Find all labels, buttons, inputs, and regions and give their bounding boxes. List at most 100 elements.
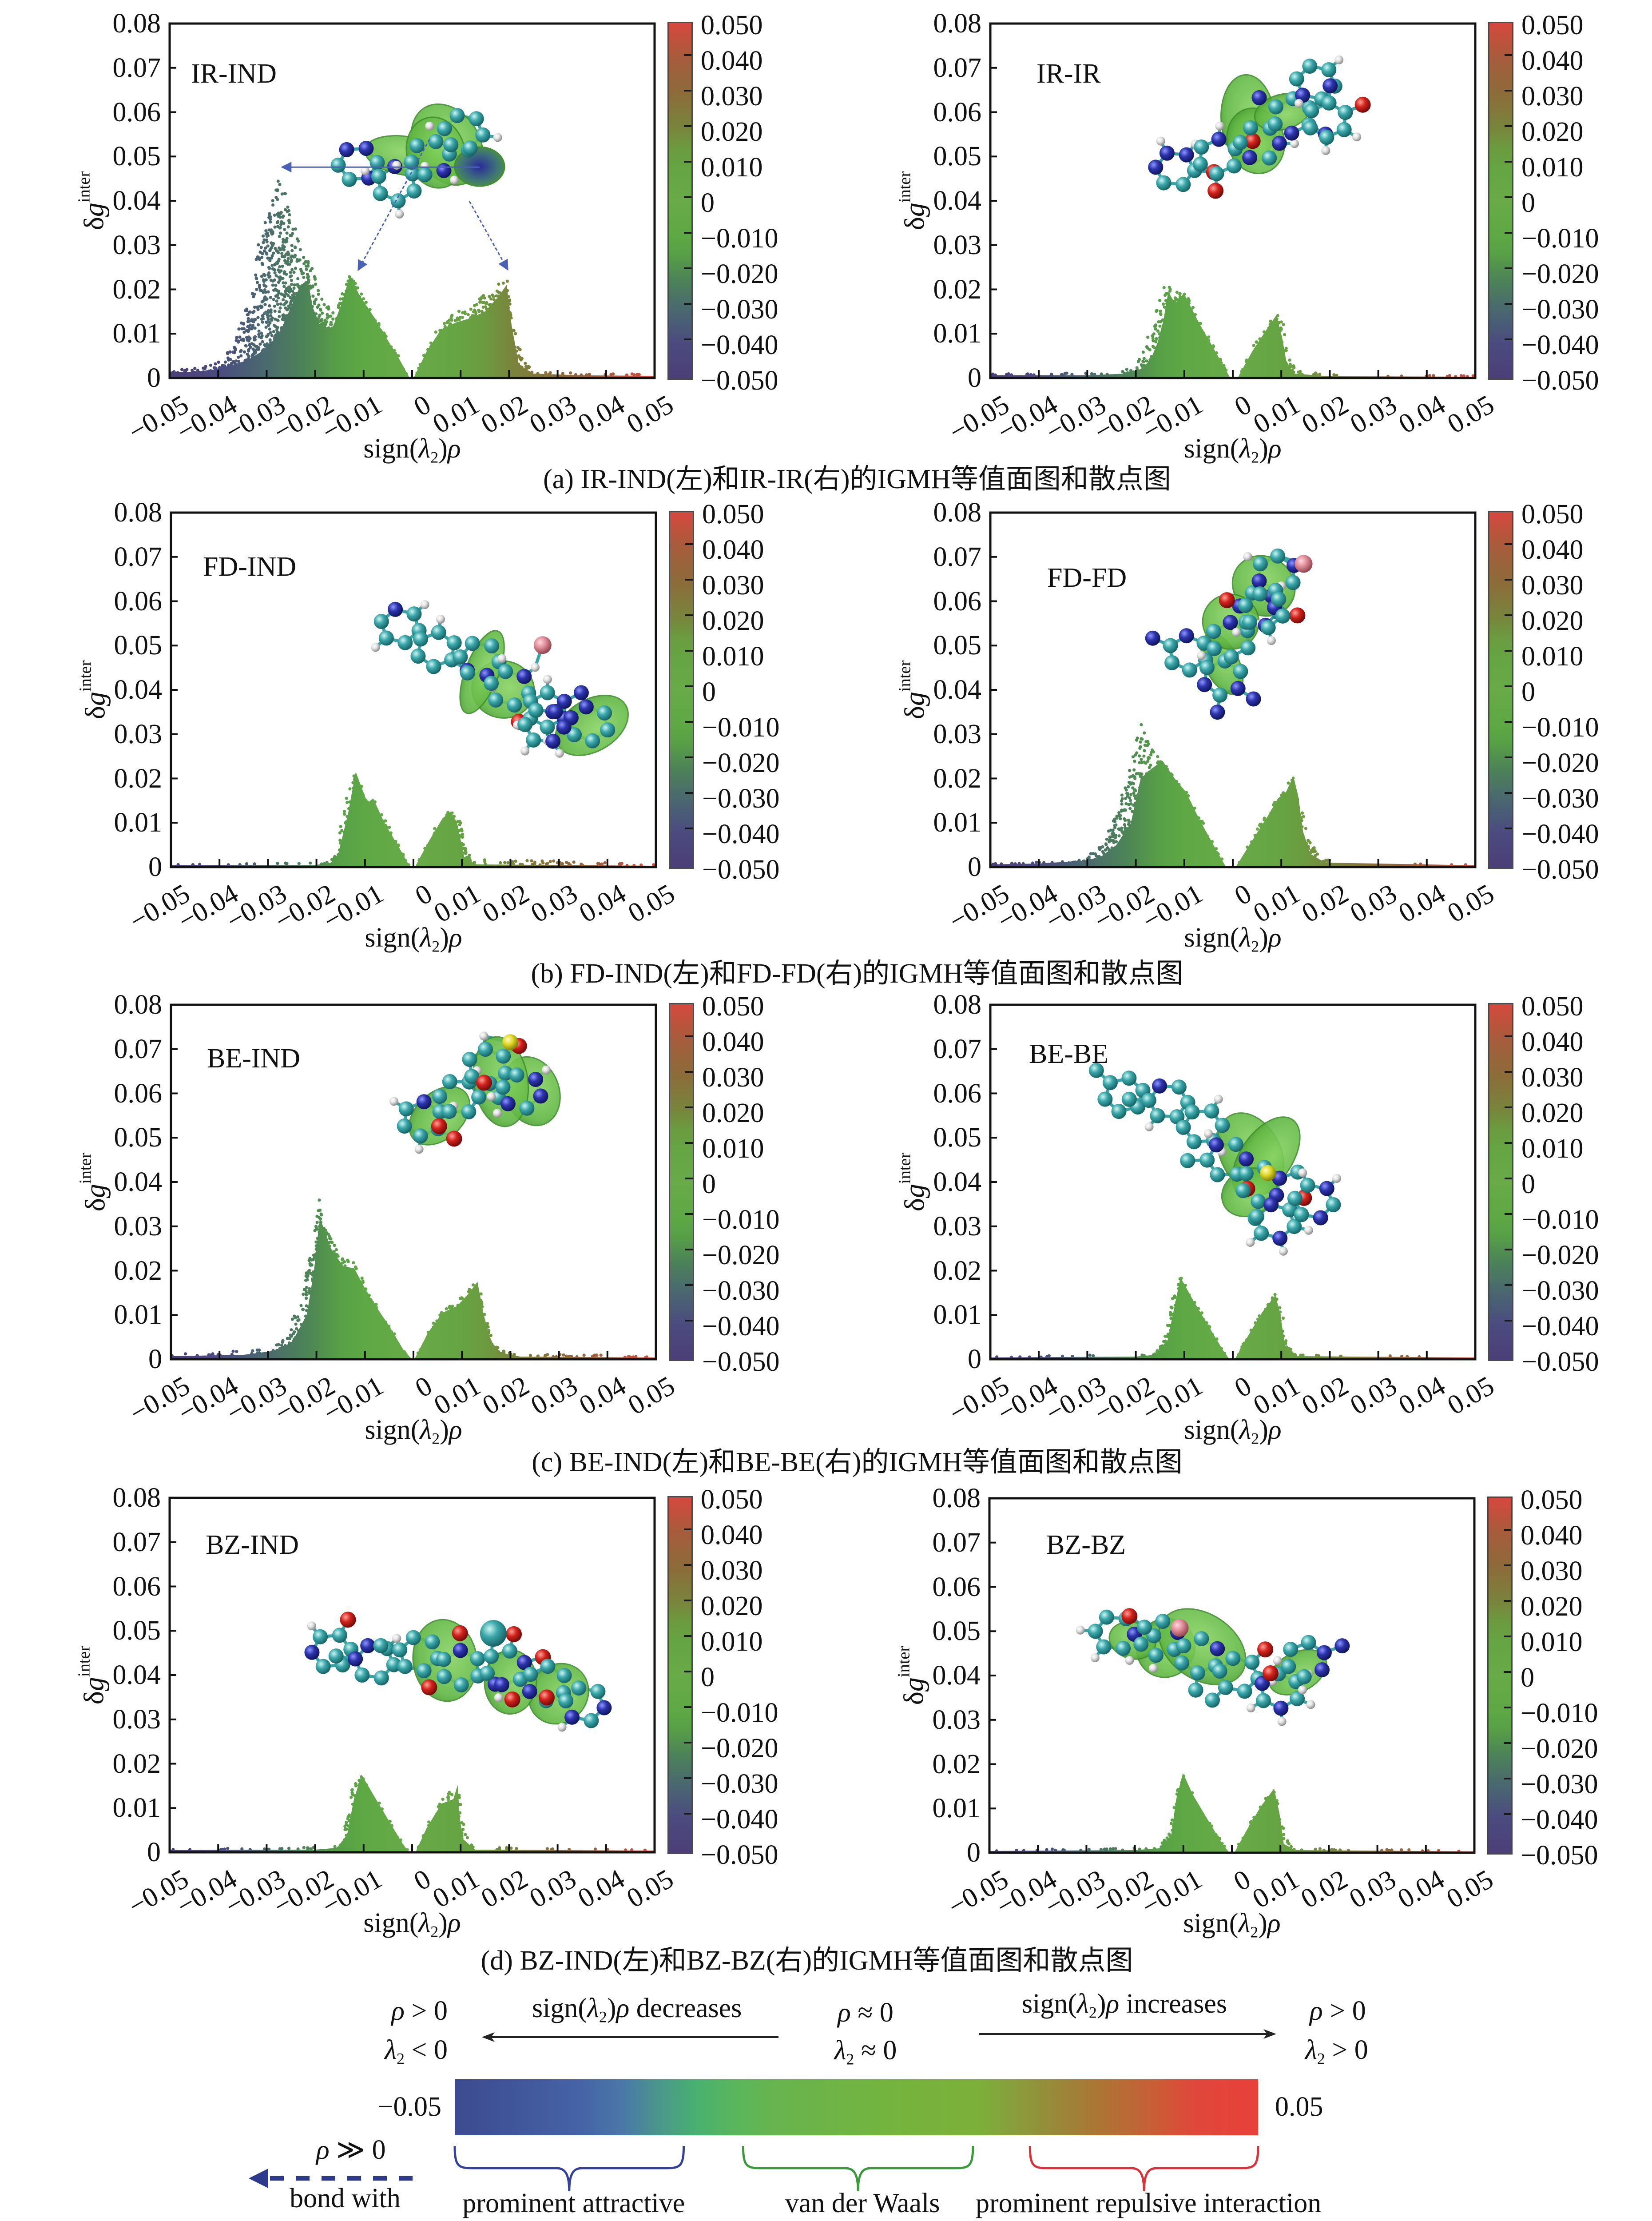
scatter-point (364, 798, 368, 802)
atom-carbon (354, 1667, 370, 1683)
atom-carbon (1088, 1624, 1103, 1639)
atom-hydrogen (1294, 99, 1303, 108)
panel-title: FD-IND (203, 552, 297, 582)
scatter-point (1104, 848, 1107, 852)
atom-carbon (1290, 1691, 1305, 1707)
scatter-point (286, 288, 289, 291)
scatter-point (1248, 1828, 1252, 1831)
atom-hydrogen (1334, 55, 1344, 64)
scatter-point (1178, 783, 1181, 786)
scatter-point (1283, 333, 1287, 337)
scatter-point (1237, 1843, 1241, 1846)
scatter-point (504, 1353, 508, 1357)
scatter-point (1093, 373, 1096, 376)
scatter-point (310, 1258, 313, 1262)
y-tick-label: 0.03 (932, 1704, 981, 1735)
y-tick-label: 0.01 (933, 1300, 982, 1330)
scatter-point (1170, 772, 1173, 776)
scatter-point (263, 288, 266, 292)
scatter-point (368, 1301, 371, 1305)
scatter-point (1255, 340, 1258, 344)
scatter-point (269, 308, 273, 312)
atom-carbon (540, 1659, 556, 1674)
scatter-point (338, 831, 342, 835)
colorbar-tick-label: 0.050 (702, 499, 764, 529)
scatter-point (1222, 364, 1225, 367)
y-tick-label: 0.04 (112, 186, 161, 216)
scatter-point (624, 1848, 627, 1852)
x-axis-label-part: ) (1259, 923, 1268, 953)
scatter-point (286, 1347, 289, 1350)
atom-carbon (462, 140, 478, 156)
scatter-point (255, 277, 258, 281)
colorbar-tick-label: 0 (1521, 188, 1535, 218)
scatter-point (304, 260, 308, 263)
scatter-point (1208, 1827, 1211, 1830)
scatter-point (262, 249, 266, 253)
scatter-point (345, 283, 348, 286)
scatter-point (630, 1848, 634, 1852)
scatter-point (432, 833, 436, 836)
scatter-point (575, 1355, 579, 1359)
scatter-point (376, 1804, 380, 1807)
scatter-point (1265, 1799, 1268, 1803)
scatter-point (445, 1307, 448, 1311)
scatter-point (1050, 372, 1053, 376)
y-tick-label: 0.01 (112, 318, 161, 349)
scatter-point (1288, 358, 1291, 362)
scatter-point (390, 1332, 394, 1335)
scatter-point (1071, 1354, 1074, 1358)
y-axis-label: δginter (76, 661, 111, 720)
scatter-point (353, 292, 356, 296)
atom-carbon (1206, 624, 1221, 639)
y-tick-label: 0.02 (112, 274, 161, 305)
y-axis-label-part: g (79, 692, 111, 706)
atom-carbon (1294, 1207, 1309, 1222)
colorbar-tick-label: 0.010 (702, 1134, 764, 1164)
scatter-point (279, 223, 283, 226)
scatter-point (540, 859, 544, 863)
scatter-point (328, 1245, 331, 1248)
scatter-point (443, 1319, 446, 1322)
scatter-point (325, 320, 329, 324)
scatter-point (1193, 1304, 1197, 1307)
scatter-point (282, 222, 286, 225)
scatter-point (360, 1775, 363, 1778)
scatter-point (446, 1807, 449, 1810)
atom-oxygen (446, 1130, 462, 1147)
scatter-point (331, 333, 334, 336)
scatter-point (292, 1337, 296, 1341)
scatter-point (281, 244, 285, 247)
atom-carbon (1242, 614, 1257, 630)
scatter-point (1087, 1847, 1091, 1851)
atom-nitrogen (556, 693, 572, 709)
scatter-point (273, 268, 276, 272)
scatter-point (286, 225, 290, 229)
scatter-point (1045, 1355, 1049, 1358)
atom-carbon (1190, 1665, 1205, 1681)
scatter-point (1126, 827, 1129, 830)
scatter-dense-region (989, 1773, 1474, 1853)
scatter-point (341, 1257, 344, 1261)
y-tick-label: 0.02 (932, 1749, 981, 1779)
scatter-cloud (989, 1773, 1474, 1853)
scatter-point (320, 862, 323, 866)
scatter-point (397, 852, 401, 855)
scatter-point (488, 303, 491, 306)
x-axis-label-part: ρ (1268, 434, 1282, 464)
scatter-point (340, 302, 343, 305)
scatter-point (1149, 764, 1152, 767)
scatter-point (1160, 331, 1164, 334)
atom-carbon (425, 1634, 440, 1650)
scatter-point (422, 360, 425, 363)
scatter-point (372, 801, 375, 804)
scatter-point (282, 255, 286, 259)
scatter-point (461, 852, 464, 856)
scatter-point (466, 313, 470, 317)
scatter-point (257, 346, 261, 350)
scatter-point (389, 345, 393, 348)
scatter-point (256, 316, 260, 319)
scatter-point (318, 307, 322, 311)
scatter-point (296, 283, 299, 287)
scatter-point (1074, 860, 1077, 864)
